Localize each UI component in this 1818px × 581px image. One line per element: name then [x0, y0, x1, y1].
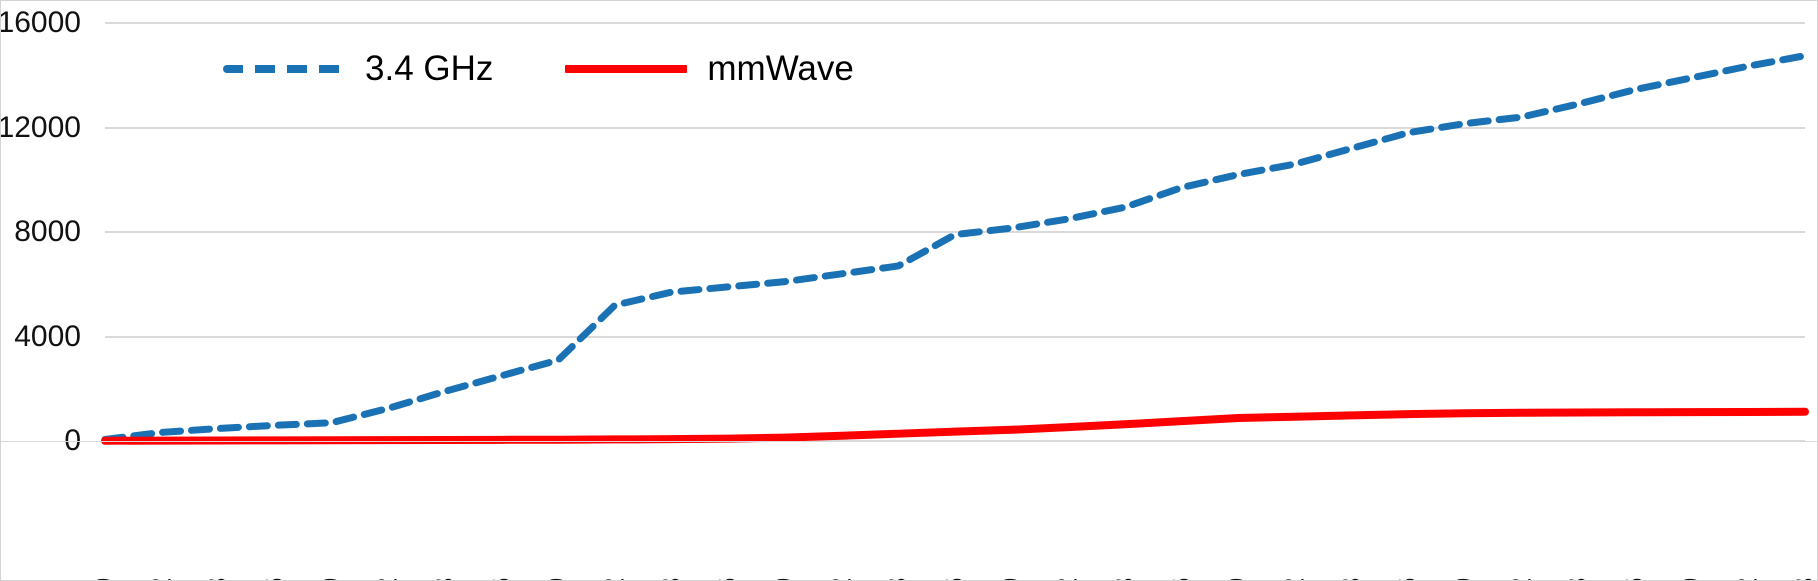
legend-item-mmwave[interactable]: mmWave — [565, 49, 854, 89]
y-axis-tick-8000: 8000 — [14, 215, 81, 248]
x-axis-tick-2022-06: 2022-06 — [939, 577, 972, 580]
x-axis-tick-2020-09: 2020-09 — [542, 577, 575, 580]
x-axis-tick-2025-06: 2025-06 — [1619, 577, 1652, 580]
chart-legend: 3.4 GHz mmWave — [223, 49, 854, 89]
y-axis-tick-16000: 16000 — [0, 6, 81, 39]
x-axis-tick-2026-03: 2026-03 — [1789, 577, 1818, 580]
x-axis-tick-2023-06: 2023-06 — [1165, 577, 1198, 580]
x-axis-tick-2022-09: 2022-09 — [995, 577, 1028, 580]
x-axis-tick-2019-12: 2019-12 — [372, 577, 405, 580]
legend-swatch-icon — [223, 65, 345, 73]
legend-label: mmWave — [707, 49, 854, 88]
y-axis-tick-12000: 12000 — [0, 110, 81, 144]
y-axis-tick-4000: 4000 — [14, 319, 81, 353]
x-axis-tick-2018-12: 2018-12 — [145, 577, 178, 580]
x-axis-tick-2025-09: 2025-09 — [1675, 577, 1708, 580]
y-axis: 0 4000 8000 12000 16000 — [0, 6, 93, 457]
legend-label: 3.4 GHz — [365, 49, 494, 88]
series-layer — [105, 23, 1805, 441]
x-axis: 2018-09 2018-12 2019-03 2019-06 2019-09 2019-… — [89, 447, 1818, 580]
legend-swatch-icon — [565, 65, 688, 73]
legend-item-3-4-ghz[interactable]: 3.4 GHz — [223, 49, 493, 89]
x-axis-tick-2021-03: 2021-03 — [655, 577, 688, 580]
x-axis-tick-2019-09: 2019-09 — [315, 577, 348, 580]
series-line-mmwave — [105, 412, 1805, 441]
axis-divider — [1, 441, 1817, 442]
gridline-8000 — [105, 231, 1805, 233]
x-axis-tick-2024-06: 2024-06 — [1392, 577, 1425, 580]
x-axis-tick-2025-03: 2025-03 — [1562, 577, 1595, 580]
x-axis-tick-2022-12: 2022-12 — [1052, 577, 1085, 580]
x-axis-tick-2021-09: 2021-09 — [769, 577, 802, 580]
x-axis-tick-2019-03: 2019-03 — [202, 577, 235, 580]
x-axis-tick-2020-12: 2020-12 — [599, 577, 632, 580]
y-axis-tick-0: 0 — [64, 424, 81, 457]
gridline-16000 — [105, 22, 1805, 24]
x-axis-tick-2021-12: 2021-12 — [825, 577, 858, 580]
x-axis-tick-2024-09: 2024-09 — [1449, 577, 1482, 580]
x-axis-tick-2024-12: 2024-12 — [1505, 577, 1538, 580]
x-axis-tick-2022-03: 2022-03 — [882, 577, 915, 580]
x-axis-tick-2020-03: 2020-03 — [429, 577, 462, 580]
x-axis-tick-2025-12: 2025-12 — [1732, 577, 1765, 580]
x-axis-tick-2019-06: 2019-06 — [259, 577, 292, 580]
x-axis-tick-2023-12: 2023-12 — [1279, 577, 1312, 580]
x-axis-tick-2020-06: 2020-06 — [485, 577, 518, 580]
x-axis-tick-2024-03: 2024-03 — [1335, 577, 1368, 580]
x-axis-tick-2021-06: 2021-06 — [712, 577, 745, 580]
x-axis-tick-2018-09: 2018-09 — [89, 577, 122, 580]
gridline-12000 — [105, 126, 1805, 129]
x-axis-tick-2023-03: 2023-03 — [1109, 577, 1142, 580]
x-axis-tick-2023-09: 2023-09 — [1222, 577, 1255, 580]
gridline-4000 — [105, 335, 1805, 338]
series-line-3-4-ghz — [105, 56, 1805, 440]
